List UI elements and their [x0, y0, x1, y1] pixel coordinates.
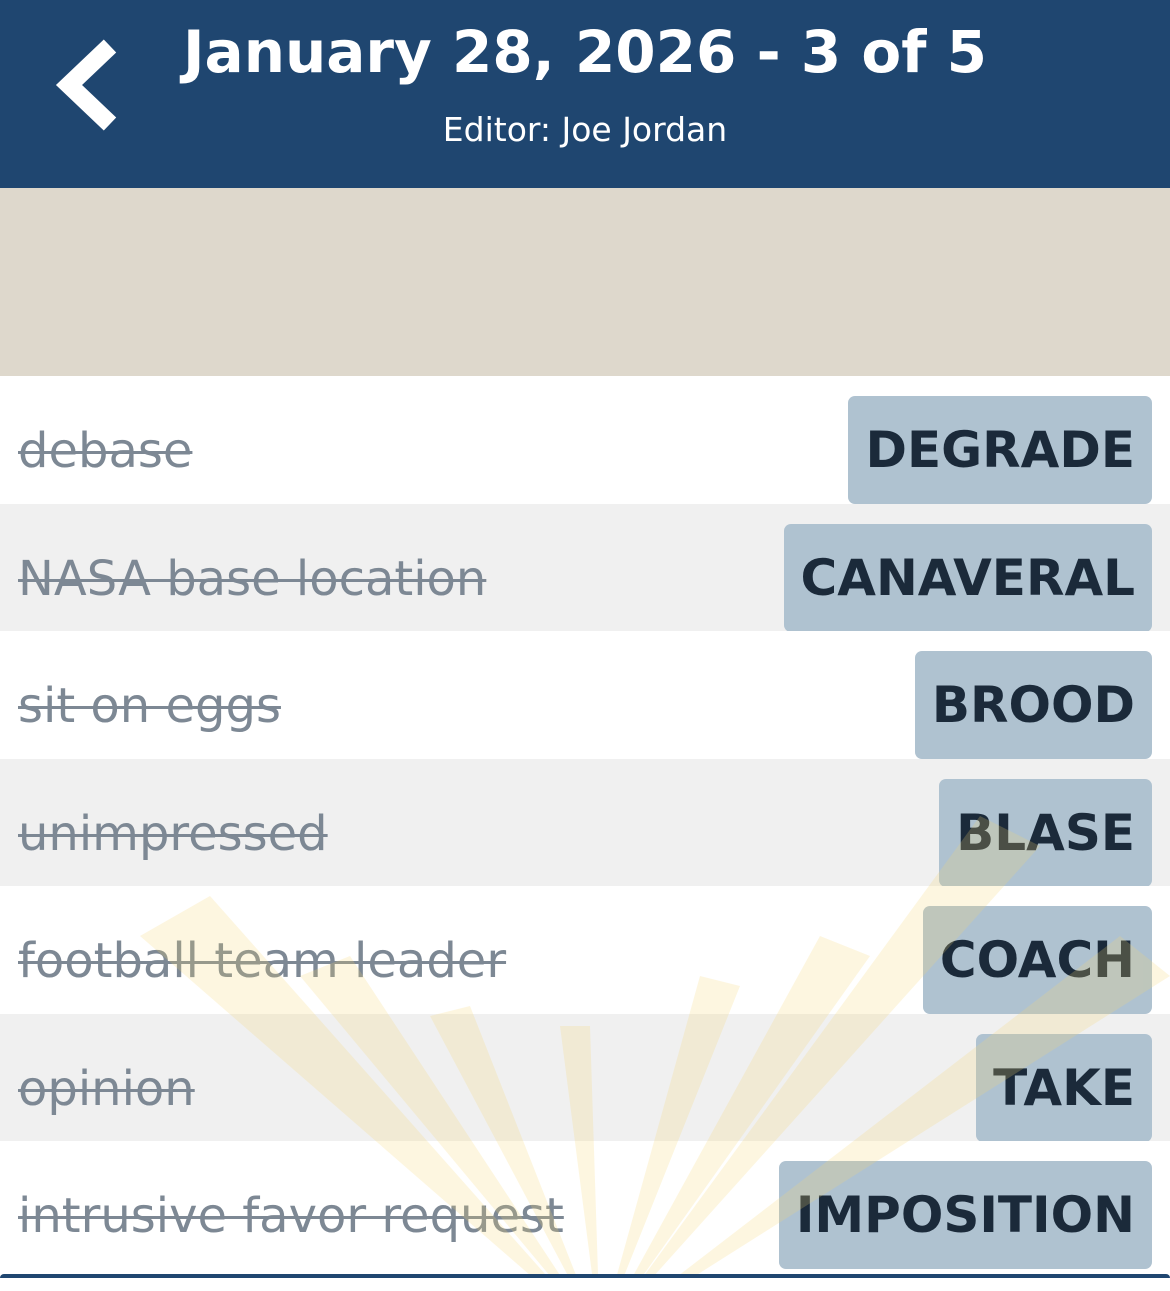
answer-tile[interactable]: CANAVERAL: [783, 523, 1152, 632]
clue-list: debase DEGRADE NASA base location CANAVE…: [0, 376, 1170, 1269]
clue-text: sit on eggs: [18, 678, 281, 734]
clue-text: debase: [18, 423, 193, 479]
answer-tile[interactable]: COACH: [922, 906, 1152, 1014]
answer-tile[interactable]: BLASE: [939, 778, 1152, 887]
page-title: January 28, 2026 - 3 of 5: [182, 18, 988, 86]
clue-text: football team leader: [18, 933, 507, 989]
clue-row: unimpressed BLASE: [0, 758, 1170, 887]
header: January 28, 2026 - 3 of 5 Editor: Joe Jo…: [0, 0, 1170, 188]
clue-row: sit on eggs BROOD: [0, 631, 1170, 759]
editor-label: Editor: Joe Jordan: [442, 110, 728, 149]
answer-tile[interactable]: BROOD: [914, 651, 1152, 759]
clue-text: unimpressed: [18, 805, 328, 862]
clue-text: intrusive favor request: [18, 1188, 564, 1244]
answer-tile[interactable]: DEGRADE: [848, 396, 1152, 504]
banner-area: [0, 188, 1170, 376]
answer-tile[interactable]: IMPOSITION: [778, 1161, 1152, 1269]
back-button[interactable]: [55, 38, 125, 132]
chevron-left-icon: [55, 39, 117, 131]
bottom-divider: [0, 1274, 1170, 1278]
answer-tile[interactable]: TAKE: [976, 1033, 1152, 1142]
clue-text: opinion: [18, 1060, 195, 1117]
clue-row: intrusive favor request IMPOSITION: [0, 1141, 1170, 1269]
clue-text: NASA base location: [18, 550, 487, 607]
clue-row: football team leader COACH: [0, 886, 1170, 1014]
clue-row: debase DEGRADE: [0, 376, 1170, 504]
clue-row: NASA base location CANAVERAL: [0, 503, 1170, 632]
clue-row: opinion TAKE: [0, 1013, 1170, 1142]
